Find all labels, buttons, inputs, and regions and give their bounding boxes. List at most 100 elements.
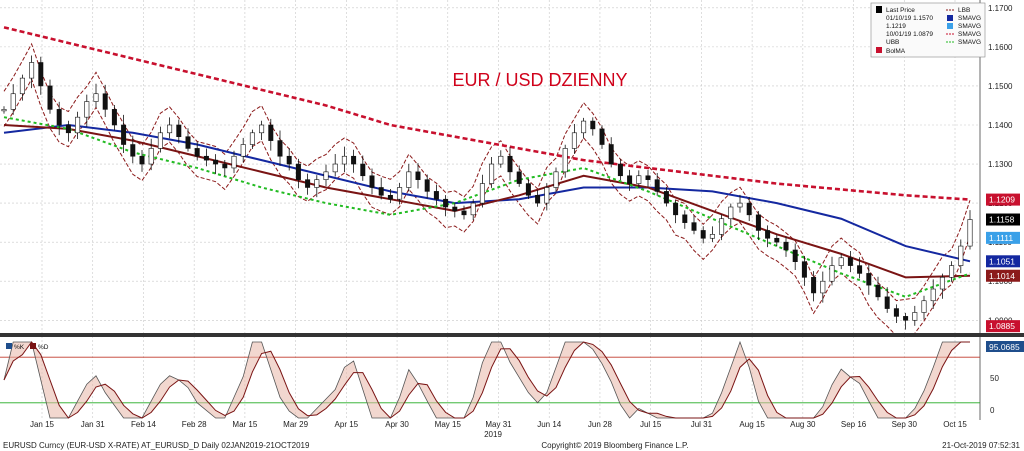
osc-ytick-0: 0 bbox=[990, 406, 995, 415]
x-tick-label: May 31 bbox=[485, 420, 512, 429]
candle-body bbox=[65, 124, 71, 134]
x-tick-label: Sep 30 bbox=[892, 420, 918, 429]
candle-body bbox=[443, 198, 449, 208]
candle-body bbox=[617, 163, 623, 177]
legend-item: LBB bbox=[958, 7, 970, 14]
osc-legend-k: %K bbox=[14, 344, 25, 351]
candle-body bbox=[755, 214, 761, 231]
candle-body bbox=[38, 62, 44, 87]
legend-item: SMAVG bbox=[958, 15, 981, 22]
candle-body bbox=[378, 187, 384, 196]
x-tick-label: May 15 bbox=[435, 420, 462, 429]
lower-bollinger-band bbox=[3, 77, 971, 337]
candle-body bbox=[452, 206, 458, 212]
candle-body bbox=[203, 155, 209, 161]
x-tick-label: Aug 30 bbox=[790, 420, 816, 429]
price-label-badge bbox=[986, 213, 1020, 226]
candle-body bbox=[783, 241, 789, 251]
x-tick-label: Jan 31 bbox=[81, 420, 106, 429]
candle-body bbox=[479, 183, 485, 204]
legend-item: 1.1219 bbox=[886, 23, 906, 30]
osc-ytick-50: 50 bbox=[990, 374, 999, 383]
candle-body bbox=[433, 191, 439, 200]
y-tick-label: 1.1300 bbox=[988, 160, 1013, 169]
price-label-badge bbox=[986, 231, 1020, 244]
x-tick-label: Jan 15 bbox=[30, 420, 55, 429]
x-tick-label: Apr 15 bbox=[335, 420, 359, 429]
candle-body bbox=[121, 124, 127, 145]
candle-body bbox=[599, 128, 605, 145]
footer-left: EURUSD Curncy (EUR-USD X-RATE) AT_EURUSD… bbox=[3, 441, 310, 450]
candle-body bbox=[415, 171, 421, 180]
candle-body bbox=[544, 187, 550, 204]
candle-body bbox=[654, 179, 660, 192]
y-tick-label: 1.1500 bbox=[988, 82, 1013, 91]
candle-body bbox=[341, 155, 347, 165]
candle-body bbox=[608, 144, 614, 165]
candle-body bbox=[231, 155, 237, 169]
osc-value-badge bbox=[986, 341, 1024, 352]
candle-body bbox=[967, 219, 973, 247]
candle-body bbox=[590, 120, 596, 130]
x-tick-label: Feb 28 bbox=[182, 420, 207, 429]
upper-bollinger-band bbox=[3, 42, 971, 302]
candle-body bbox=[332, 163, 338, 173]
candle-body bbox=[682, 214, 688, 223]
candle-body bbox=[213, 159, 219, 165]
candle-body bbox=[268, 124, 274, 141]
price-label: 1.1111 bbox=[989, 233, 1013, 243]
candle-body bbox=[157, 132, 163, 149]
candle-body bbox=[47, 85, 53, 110]
candle-body bbox=[728, 206, 734, 220]
candle-body bbox=[130, 144, 136, 157]
candle-body bbox=[921, 300, 927, 313]
candle-body bbox=[893, 308, 899, 317]
y-tick-label: 1.1400 bbox=[988, 121, 1013, 130]
candle-body bbox=[912, 312, 918, 321]
legend-item: Last Price bbox=[886, 7, 915, 14]
candle-body bbox=[663, 191, 669, 204]
candle-body bbox=[351, 155, 357, 165]
candle-body bbox=[10, 93, 16, 110]
osc-last-value: 95.0685 bbox=[989, 342, 1020, 352]
price-label-badge bbox=[986, 320, 1020, 333]
candle-body bbox=[811, 277, 817, 294]
candle-body bbox=[719, 218, 725, 235]
price-label: 1.1158 bbox=[989, 215, 1015, 225]
moving-average-lines bbox=[3, 26, 971, 337]
y-tick-label: 1.1600 bbox=[988, 43, 1013, 52]
candle-body bbox=[829, 265, 835, 282]
candle-body bbox=[774, 237, 780, 243]
candle-body bbox=[507, 155, 513, 173]
legend-marker-candle bbox=[876, 6, 882, 13]
osc-k-marker bbox=[6, 343, 12, 349]
candle-body bbox=[176, 124, 182, 138]
price-label: 1.1051 bbox=[989, 256, 1015, 266]
candle-body bbox=[691, 222, 697, 231]
candle-body bbox=[498, 155, 504, 165]
candle-body bbox=[397, 187, 403, 200]
x-tick-label: Feb 14 bbox=[131, 420, 156, 429]
candle-body bbox=[930, 288, 936, 302]
candle-body bbox=[857, 265, 863, 274]
moving-average-line bbox=[3, 123, 971, 263]
legend-marker-smavg bbox=[947, 15, 953, 21]
candle-body bbox=[194, 148, 200, 157]
candle-body bbox=[673, 202, 679, 216]
candle-body bbox=[369, 175, 375, 188]
price-label: 1.1014 bbox=[989, 271, 1015, 281]
legend-item: BolMA bbox=[886, 48, 906, 55]
candle-body bbox=[949, 265, 955, 278]
candle-body bbox=[19, 77, 25, 95]
candle-body bbox=[535, 194, 541, 204]
candle-body bbox=[801, 261, 807, 278]
candle-body bbox=[884, 296, 890, 309]
x-tick-label: Jun 28 bbox=[588, 420, 613, 429]
moving-average-line bbox=[3, 116, 971, 298]
moving-average-line bbox=[3, 123, 971, 279]
legend-item: SMAVG bbox=[958, 31, 981, 38]
price-label-badge bbox=[986, 269, 1020, 282]
candle-body bbox=[645, 175, 651, 180]
